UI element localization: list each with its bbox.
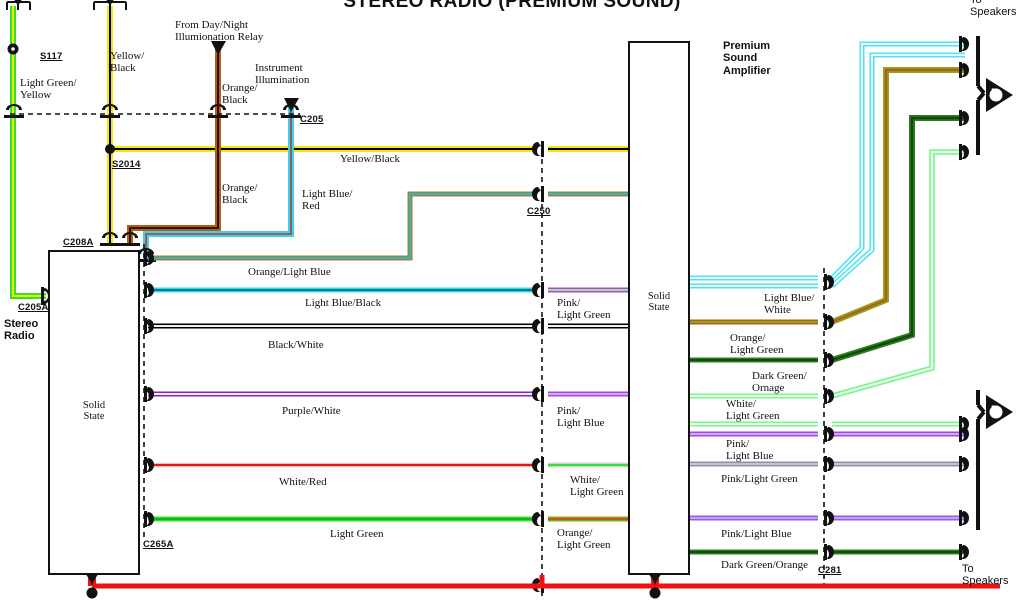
wire-label: Light Blue/Black: [305, 297, 382, 309]
wire-label: Orange/ Black: [222, 182, 258, 207]
wire-label: Light Blue/ Red: [302, 188, 353, 213]
wire-darkgreen-orange-out: [690, 115, 965, 363]
wire-orange-lightgreen-out: [690, 67, 965, 325]
wire-label: Orange/ Black: [222, 82, 258, 107]
connector-c281-terminals: [824, 274, 834, 560]
wire-label: Light Green: [330, 528, 384, 540]
wire-orange-light-blue: [148, 191, 628, 261]
fuse-symbol-left: [6, 0, 31, 10]
wire-label: Pink/ Light Blue: [557, 405, 605, 430]
wire-label: Orange/Light Blue: [248, 266, 331, 278]
wire-label: Pink/Light Blue: [721, 528, 792, 540]
wire-label: Orange/ Light Green: [730, 332, 784, 357]
speaker-terminals: [959, 36, 969, 560]
connector-label-c205: C205: [300, 114, 324, 125]
connector-label-s2014: S2014: [112, 159, 141, 170]
wire-label: Orange/ Light Green: [557, 527, 611, 552]
splice-dot-ground-amp: [649, 587, 661, 599]
to-speakers-bottom-label: To Speakers: [962, 563, 1009, 588]
connector-terminals-radio-column: [144, 250, 154, 527]
wire-label: White/ Light Green: [726, 398, 780, 423]
wire-label: White/Red: [279, 476, 327, 488]
wire-white-lightgreen-out: [690, 149, 965, 399]
splice-dot-ground-radio: [86, 587, 98, 599]
wire-label: Pink/ Light Green: [557, 297, 611, 322]
speaker-brace-front: [976, 390, 986, 462]
wire-label: Pink/Light Green: [721, 473, 798, 485]
speaker-arrow-rear-dot: [989, 88, 1003, 102]
ground-symbol-amp: [647, 572, 663, 586]
wire-label: Yellow/Black: [340, 153, 400, 165]
connector-label-c208a: C208A: [63, 237, 94, 248]
connector-label-c205a: C205A: [18, 302, 49, 313]
source-instrument-illumination-label: Instrument Illumination: [255, 62, 310, 87]
wire-label: Purple/White: [282, 405, 341, 417]
wire-label: Dark Green/ Ornage: [752, 370, 807, 395]
connector-label-c281: C281: [818, 565, 842, 576]
premium-amp-inner-label: Solid State: [647, 291, 671, 313]
stereo-radio-inner-label: Solid State: [82, 400, 106, 422]
premium-amp-box[interactable]: [628, 41, 690, 575]
stereo-radio-label: Stereo Radio: [4, 318, 39, 343]
wire-label: Black/White: [268, 339, 324, 351]
source-day-night-relay-label: From Day/Night Illumionation Relay: [175, 19, 264, 44]
speaker-brace-rear: [976, 36, 986, 155]
wire-ground-red: [88, 575, 1000, 589]
wire-label: Light Blue/ White: [764, 292, 815, 317]
stereo-radio-box[interactable]: [48, 250, 140, 575]
speaker-arrow-front-dot: [989, 405, 1003, 419]
arrow-day-night-relay: [211, 41, 226, 55]
wire-label: Light Green/ Yellow: [20, 77, 77, 102]
to-speakers-top-label: To Speakers: [970, 0, 1017, 19]
splice-dot-s117-inner: [11, 47, 15, 51]
wire-orange-black: [127, 48, 221, 246]
connector-label-c250: C250: [527, 206, 551, 217]
speaker-marker-rear: R: [991, 87, 999, 99]
wire-lightblue-white-out: [690, 41, 965, 289]
wire-label: Yellow/ Black: [110, 50, 145, 75]
connector-c205-terminals: [4, 104, 301, 118]
connector-label-c265a: C265A: [143, 539, 174, 550]
wire-label: Dark Green/Orange: [721, 559, 809, 571]
page-title: STEREO RADIO (PREMIUM SOUND): [343, 0, 681, 12]
wire-label: Pink/ Light Blue: [726, 438, 774, 463]
premium-amp-label: Premium Sound Amplifier: [723, 40, 771, 77]
splice-dot-s2014: [105, 144, 115, 154]
ground-symbol-radio: [84, 572, 100, 586]
connector-label-s117: S117: [40, 51, 63, 62]
speaker-marker-front: F: [991, 404, 998, 416]
wire-label: White/ Light Green: [570, 474, 624, 499]
